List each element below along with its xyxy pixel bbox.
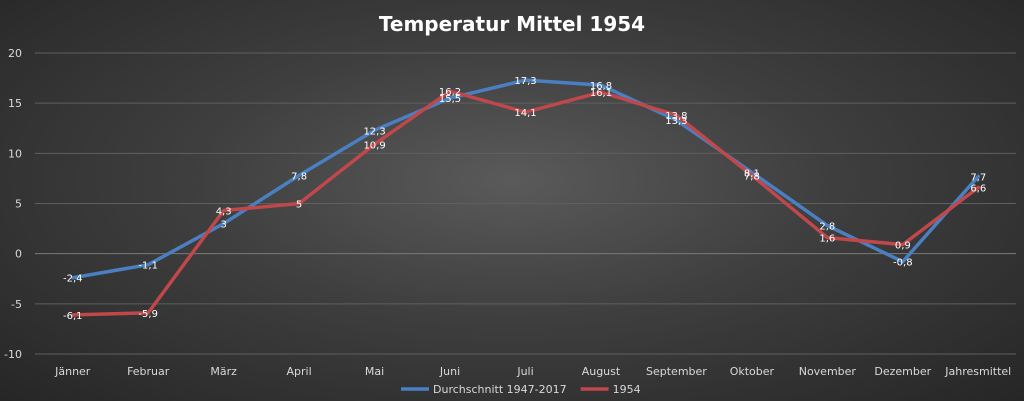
legend: Durchschnitt 1947-2017 1954	[401, 383, 641, 396]
series-lines	[70, 78, 981, 317]
data-label: 6,6	[970, 183, 986, 194]
x-axis-tick-labels: Jänner Februar März April Mai Juni Juli August S…	[54, 365, 1011, 378]
x-tick-label: Mai	[365, 365, 384, 378]
x-tick-label: April	[287, 365, 312, 378]
y-tick-label: 5	[15, 198, 22, 211]
data-label: -6,1	[63, 311, 83, 322]
x-tick-label: Jahresmittel	[944, 365, 1011, 378]
data-label: -5,9	[138, 309, 158, 320]
chart-title: Temperatur Mittel 1954	[379, 12, 645, 36]
data-label: 3	[220, 220, 226, 231]
y-tick-label: 0	[15, 248, 22, 261]
data-label: 16,8	[590, 81, 612, 92]
data-label: 14,1	[514, 108, 536, 119]
data-label: 13,3	[665, 116, 687, 127]
data-label: 4,3	[216, 207, 232, 218]
data-label: -2,4	[63, 274, 83, 285]
gridlines	[35, 52, 1016, 355]
data-label: 10,9	[363, 140, 385, 151]
data-label: 12,3	[363, 126, 385, 137]
y-tick-label: -10	[4, 348, 22, 361]
data-label: 5	[296, 200, 302, 211]
data-label: 16,1	[590, 88, 612, 99]
x-tick-label: Dezember	[874, 365, 931, 378]
data-label: 0,9	[895, 241, 911, 252]
data-label: -0,8	[893, 258, 913, 269]
legend-entry: Durchschnitt 1947-2017	[433, 383, 567, 396]
x-tick-label: Juni	[439, 365, 460, 378]
data-label: 7,8	[744, 171, 760, 182]
data-label: -1,1	[138, 261, 158, 272]
data-label: 13,8	[665, 111, 687, 122]
data-label: 8,1	[744, 168, 760, 179]
y-tick-label: 10	[8, 147, 22, 160]
data-label: 15,5	[439, 94, 461, 105]
data-label: 17,3	[514, 76, 536, 87]
x-tick-label: August	[582, 365, 621, 378]
x-tick-label: Jänner	[54, 365, 91, 378]
x-tick-label: Oktober	[730, 365, 775, 378]
data-label: 16,2	[439, 87, 461, 98]
x-tick-label: März	[210, 365, 237, 378]
x-tick-label: Februar	[127, 365, 170, 378]
x-tick-label: September	[646, 365, 707, 378]
data-label: 2,8	[819, 222, 835, 233]
data-label: 7,7	[970, 172, 986, 183]
legend-entry: 1954	[613, 383, 641, 396]
data-labels: -2,4 -1,1 3 7,8 12,3 15,5 17,3 16,8 13,3 8,1 2,8 -0…	[63, 76, 986, 322]
series-line	[70, 89, 981, 317]
y-tick-label: 20	[8, 47, 22, 60]
data-label: 7,8	[291, 171, 307, 182]
data-label: 1,6	[819, 234, 835, 245]
y-tick-label: -5	[11, 298, 22, 311]
x-tick-label: Juli	[516, 365, 533, 378]
y-axis-tick-labels: -10 -5 0 5 10 15 20	[4, 47, 22, 361]
y-tick-label: 15	[8, 97, 22, 110]
x-tick-label: November	[799, 365, 857, 378]
series-line	[70, 78, 981, 280]
